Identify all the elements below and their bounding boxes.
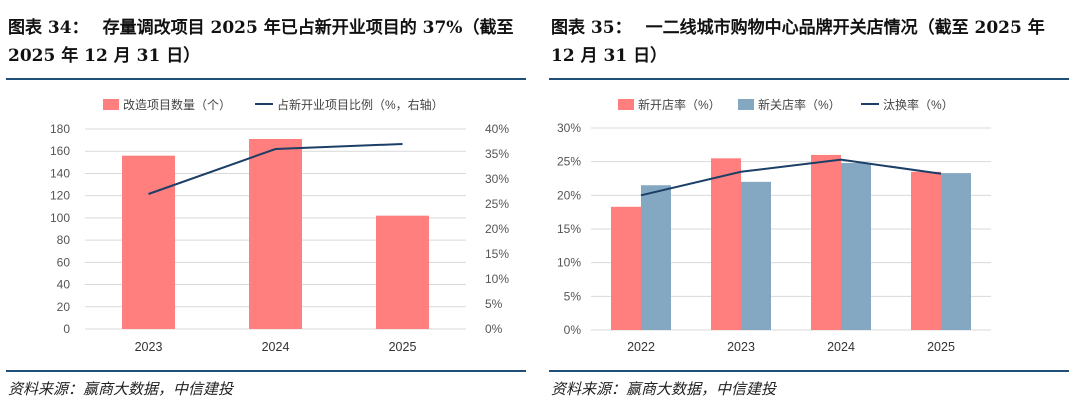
x-tick-label: 2024 — [262, 340, 290, 354]
bar-open-rate — [611, 206, 641, 330]
figure-caption: 一二线城市购物中心品牌开关店情况（截至 2025 年 12 月 31 日） — [551, 18, 1045, 66]
bar-close-rate — [941, 173, 971, 330]
chart-panel-34: 图表 34： 存量调改项目 2025 年已占新开业项目的 37%（截至 2025 … — [0, 0, 533, 419]
figure-label: 图表 34： — [8, 18, 89, 38]
y-right-tick-label: 10% — [485, 272, 509, 286]
y-left-tick-label: 180 — [50, 122, 70, 136]
y-left-tick-label: 60 — [57, 255, 71, 269]
title-rule — [6, 78, 526, 80]
bar — [249, 139, 302, 329]
legend-label-open: 新开店率（%） — [638, 97, 721, 112]
figure-title: 图表 34： 存量调改项目 2025 年已占新开业项目的 37%（截至 2025 … — [8, 14, 528, 70]
y-left-tick-label: 20 — [57, 300, 71, 314]
legend-swatch-open — [618, 99, 634, 110]
x-tick-label: 2023 — [727, 340, 755, 354]
legend-swatch-close — [738, 99, 754, 110]
y-left-tick-label: 160 — [50, 144, 70, 158]
bar — [122, 155, 175, 329]
y-tick-label: 20% — [557, 188, 581, 202]
bar-open-rate — [711, 158, 741, 330]
legend: 改造项目数量（个） 占新开业项目比例（%，右轴） — [103, 97, 444, 112]
legend-label-bar: 改造项目数量（个） — [123, 97, 231, 112]
y-right-tick-label: 25% — [485, 197, 509, 211]
bar — [376, 215, 429, 329]
y-tick-label: 25% — [557, 155, 581, 169]
y-tick-label: 15% — [557, 222, 581, 236]
y-right-tick-label: 0% — [485, 322, 503, 336]
grouped-bar-line-chart: 新开店率（%） 新关店率（%） 汰换率（%） 0% 5% 10% 15% 20% 25% 3… — [557, 97, 991, 354]
legend-swatch-bar — [103, 99, 119, 110]
legend-label-line: 占新开业项目比例（%，右轴） — [277, 97, 444, 112]
y-tick-label: 30% — [557, 121, 581, 135]
chart-panel-35: 图表 35： 一二线城市购物中心品牌开关店情况（截至 2025 年 12 月 31… — [543, 0, 1077, 419]
y-right-tick-label: 40% — [485, 122, 509, 136]
footer-rule — [6, 370, 526, 372]
bar-close-rate — [641, 185, 671, 330]
x-tick-label: 2024 — [827, 340, 855, 354]
bar-open-rate — [911, 171, 941, 330]
y-tick-label: 10% — [557, 256, 581, 270]
x-tick-label: 2025 — [389, 340, 417, 354]
bar-close-rate — [741, 181, 771, 330]
legend-label-turnover: 汰换率（%） — [883, 97, 954, 112]
y-right-tick-label: 15% — [485, 247, 509, 261]
bar-line-chart: 改造项目数量（个） 占新开业项目比例（%，右轴） 0 20 40 60 80 100 120… — [50, 97, 509, 354]
y-left-tick-label: 0 — [63, 322, 70, 336]
x-tick-label: 2023 — [135, 340, 163, 354]
y-left-tick-label: 80 — [57, 233, 71, 247]
source-note: 资料来源：赢商大数据，中信建投 — [8, 380, 234, 398]
y-left-tick-label: 140 — [50, 166, 70, 180]
source-note: 资料来源：赢商大数据，中信建投 — [551, 380, 777, 398]
y-tick-label: 0% — [564, 323, 582, 337]
title-rule — [549, 78, 1069, 80]
y-left-tick-label: 100 — [50, 211, 70, 225]
y-left-tick-label: 120 — [50, 189, 70, 203]
legend: 新开店率（%） 新关店率（%） 汰换率（%） — [618, 97, 954, 112]
figure-caption: 存量调改项目 2025 年已占新开业项目的 37%（截至 2025 年 12 月… — [8, 18, 514, 66]
x-tick-label: 2022 — [627, 340, 655, 354]
x-tick-label: 2025 — [927, 340, 955, 354]
footer-rule — [549, 370, 1069, 372]
y-tick-label: 5% — [564, 289, 582, 303]
bar-close-rate — [841, 163, 871, 330]
legend-label-close: 新关店率（%） — [758, 97, 841, 112]
y-right-tick-label: 5% — [485, 297, 503, 311]
figure-label: 图表 35： — [551, 18, 632, 38]
series-line-turnover — [640, 158, 942, 197]
y-left-tick-label: 40 — [57, 278, 71, 292]
y-right-tick-label: 20% — [485, 222, 509, 236]
figure-title: 图表 35： 一二线城市购物中心品牌开关店情况（截至 2025 年 12 月 31… — [551, 14, 1071, 70]
y-right-tick-label: 30% — [485, 172, 509, 186]
y-right-tick-label: 35% — [485, 147, 509, 161]
bar-open-rate — [811, 154, 841, 330]
